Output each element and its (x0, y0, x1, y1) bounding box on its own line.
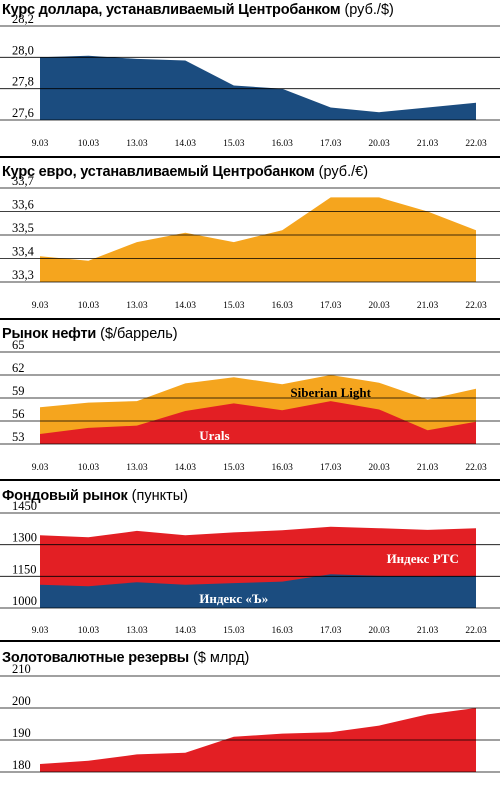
x-tick-label: 17.03 (320, 301, 342, 311)
x-tick-label: 10.03 (78, 301, 100, 311)
x-tick-label: 9.03 (32, 463, 49, 473)
series-label: Urals (199, 428, 229, 443)
chart-title: Рынок нефти ($/баррель) (2, 326, 178, 342)
chart-title-text: Рынок нефти (2, 326, 97, 342)
x-tick-label: 14.03 (175, 301, 197, 311)
x-tick-label: 13.03 (126, 463, 148, 473)
y-tick-label: 28,2 (12, 12, 34, 26)
y-tick-label: 33,7 (12, 174, 34, 188)
chart-usd: 27,6 27,8 28,0 28,2 9.03 10.03 13.03 14.03 15.03… (0, 12, 500, 149)
x-tick-label: 22.03 (465, 301, 487, 311)
x-tick-label: 20.03 (368, 463, 390, 473)
separator (0, 479, 500, 481)
series-area-1 (40, 401, 476, 444)
x-tick-label: 21.03 (417, 626, 439, 636)
chart-title-text: Курс евро, устанавливаемый Центробанком (2, 164, 315, 180)
y-tick-label: 200 (12, 694, 31, 708)
chart-title: Курс доллара, устанавливаемый Центробанк… (2, 2, 394, 18)
series-label: Siberian Light (290, 385, 371, 400)
series-label: Индекс «Ъ» (199, 591, 268, 606)
panel-oil: Рынок нефти ($/баррель) 53 56 59 62 65 9.03 10… (0, 322, 500, 480)
y-tick-label: 33,6 (12, 198, 34, 212)
panel-usd-rate: Курс доллара, устанавливаемый Центробанк… (0, 0, 500, 160)
chart-title: Курс евро, устанавливаемый Центробанком … (2, 164, 368, 180)
y-tick-label: 65 (12, 338, 25, 352)
chart-reserves: 18019020021013.0120.0127.013.0210.0217.0… (0, 662, 500, 773)
x-tick-label: 14.03 (175, 463, 197, 473)
x-tick-label: 17.03 (320, 139, 342, 149)
x-tick-label: 16.03 (272, 139, 294, 149)
x-tick-label: 22.03 (465, 139, 487, 149)
chart-title-text: Курс доллара, устанавливаемый Центробанк… (2, 2, 341, 18)
series-label: Индекс РТС (387, 551, 459, 566)
y-tick-label: 33,4 (12, 245, 35, 259)
y-tick-label: 28,0 (12, 43, 34, 57)
chart-title: Фондовый рынок (пункты) (2, 488, 188, 504)
chart-title: Золотовалютные резервы ($ млрд) (2, 650, 249, 666)
y-tick-label: 1150 (12, 562, 37, 576)
x-tick-label: 21.03 (417, 139, 439, 149)
x-tick-label: 16.03 (272, 301, 294, 311)
x-tick-label: 16.03 (272, 626, 294, 636)
y-tick-label: 27,8 (12, 75, 34, 89)
x-tick-label: 17.03 (320, 626, 342, 636)
chart-unit: (пункты) (131, 488, 188, 504)
series-area-0 (40, 197, 476, 282)
x-tick-label: 15.03 (223, 139, 245, 149)
x-tick-label: 15.03 (223, 463, 245, 473)
chart-unit: ($/баррель) (100, 326, 178, 342)
chart-unit: (руб./$) (344, 2, 394, 18)
x-tick-label: 13.03 (126, 301, 148, 311)
panel-eur-rate: Курс евро, устанавливаемый Центробанком … (0, 160, 500, 320)
y-tick-label: 1300 (12, 531, 37, 545)
x-tick-label: 10.03 (78, 463, 100, 473)
y-tick-label: 1450 (12, 499, 37, 513)
y-tick-label: 180 (12, 758, 31, 772)
y-tick-label: 62 (12, 361, 25, 375)
y-tick-label: 59 (12, 384, 25, 398)
panel-stock-market: Фондовый рынок (пункты) 1000 1150 1300 1450… (0, 483, 500, 641)
chart-unit: (руб./€) (318, 164, 369, 180)
separator (0, 318, 500, 320)
y-tick-label: 33,5 (12, 221, 34, 235)
x-tick-label: 15.03 (223, 301, 245, 311)
x-tick-label: 14.03 (175, 626, 197, 636)
x-tick-label: 17.03 (320, 463, 342, 473)
y-tick-label: 190 (12, 726, 31, 740)
x-tick-label: 9.03 (32, 626, 49, 636)
x-tick-label: 13.03 (126, 626, 148, 636)
x-tick-label: 22.03 (465, 463, 487, 473)
x-tick-label: 22.03 (465, 626, 487, 636)
chart-eur: 33,3 33,4 33,5 33,6 33,7 9.03 10.03 13.03 14.03 1… (0, 174, 500, 311)
x-tick-label: 20.03 (368, 626, 390, 636)
x-tick-label: 10.03 (78, 139, 100, 149)
y-tick-label: 56 (12, 407, 25, 421)
separator (0, 156, 500, 158)
chart-stock: 1000 1150 1300 1450 9.03 10.03 13.03 14.03 15.03… (0, 499, 500, 636)
x-tick-label: 13.03 (126, 139, 148, 149)
x-tick-label: 21.03 (417, 463, 439, 473)
panel-reserves: Золотовалютные резервы ($ млрд) 180 190 20… (0, 644, 500, 791)
x-tick-label: 20.03 (368, 139, 390, 149)
chart-unit: ($ млрд) (193, 650, 250, 666)
y-tick-label: 1000 (12, 594, 37, 608)
x-tick-label: 16.03 (272, 463, 294, 473)
x-tick-label: 14.03 (175, 139, 197, 149)
separator (0, 640, 500, 642)
chart-oil: 53 56 59 62 65 9.03 10.03 13.03 14.03 15.03 16.03 1… (0, 338, 500, 473)
series-area-0 (40, 55, 476, 120)
y-tick-label: 210 (12, 662, 31, 676)
x-tick-label: 21.03 (417, 301, 439, 311)
x-tick-label: 20.03 (368, 301, 390, 311)
chart-title-text: Фондовый рынок (2, 488, 128, 504)
y-tick-label: 53 (12, 430, 25, 444)
y-tick-label: 27,6 (12, 106, 34, 120)
y-tick-label: 33,3 (12, 268, 34, 282)
x-tick-label: 15.03 (223, 626, 245, 636)
x-tick-label: 10.03 (78, 626, 100, 636)
series-area-1 (40, 574, 476, 608)
x-tick-label: 9.03 (32, 301, 49, 311)
chart-title-text: Золотовалютные резервы (2, 650, 189, 666)
x-tick-label: 9.03 (32, 139, 49, 149)
